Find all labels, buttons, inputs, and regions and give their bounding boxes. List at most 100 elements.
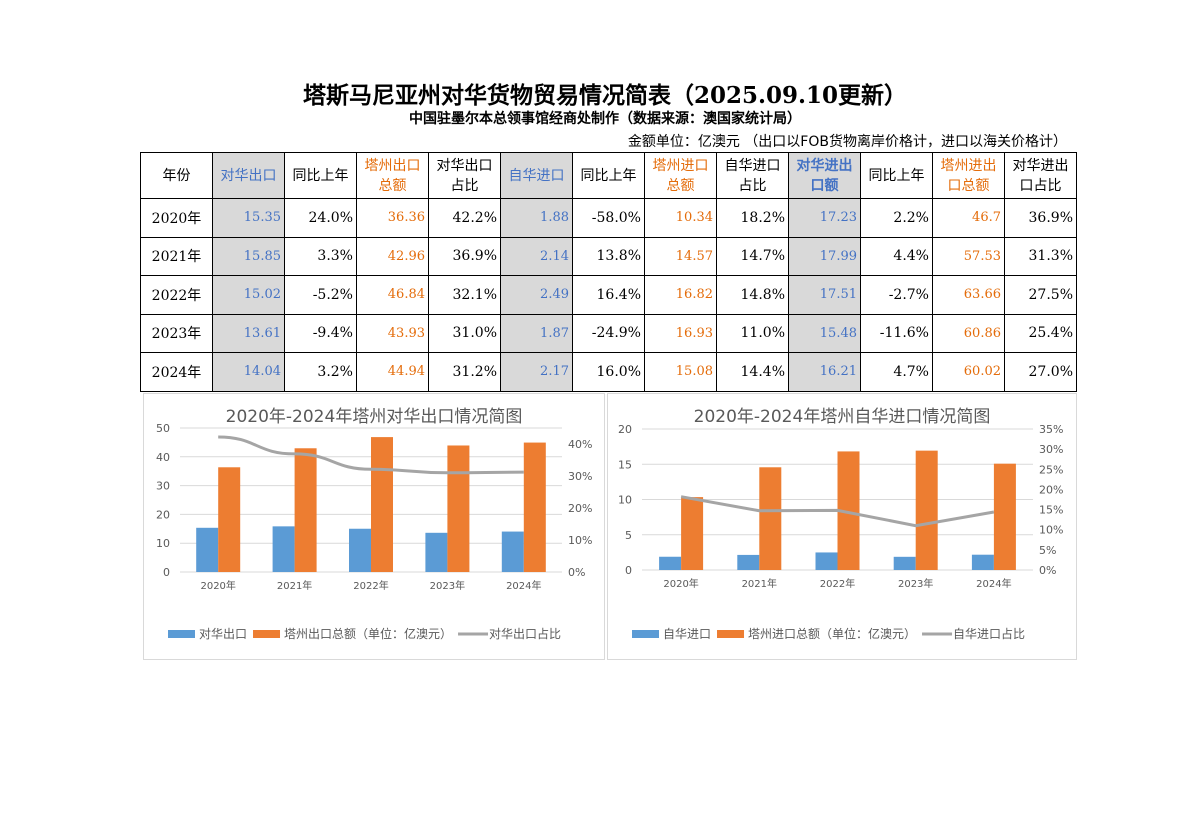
chart-title: 2020年-2024年塔州自华进口情况简图	[694, 407, 991, 427]
x-tick-label: 2024年	[976, 577, 1011, 590]
table-cell: 32.1%	[428, 275, 501, 315]
page-subtitle: 中国驻墨尔本总领事馆经商处制作（数据来源：澳国家统计局）	[409, 111, 801, 127]
total-bar	[294, 448, 317, 572]
table-cell: 3.2%	[284, 352, 357, 392]
y-tick-label: 40	[156, 451, 170, 464]
chart-title: 2020年-2024年塔州对华出口情况简图	[226, 407, 523, 427]
year-cell: 2021年	[140, 236, 213, 276]
table-cell: 46.84	[356, 275, 429, 315]
table-cell: -2.7%	[860, 275, 933, 315]
chart-svg: 2020年-2024年塔州对华出口情况简图 0 10 20 30 40 50 0% 10% 20%…	[156, 407, 592, 641]
table-cell: 42.2%	[428, 198, 501, 238]
table-cell: 44.94	[356, 352, 429, 392]
column-header: 自华进口占比	[716, 152, 789, 199]
year-cell: 2024年	[140, 352, 213, 392]
chart-svg: 2020年-2024年塔州自华进口情况简图 0 5 10 15 20 0% 5% 10% 15% 2…	[618, 407, 1063, 641]
table-cell: 15.35	[212, 198, 285, 238]
table-cell: 27.0%	[1004, 352, 1077, 392]
legend-swatch	[717, 630, 745, 638]
column-header: 自华进口	[500, 152, 573, 199]
table-row: 2021年 15.85 3.3% 42.96 36.9% 2.14 13.8% 14.57 14…	[140, 236, 1077, 276]
year-cell: 2020年	[140, 198, 213, 238]
china-bar	[425, 532, 448, 572]
table-cell: 13.8%	[572, 236, 645, 276]
y2-tick-label: 10%	[568, 534, 592, 547]
table-cell: 17.99	[788, 236, 861, 276]
x-tick-label: 2023年	[430, 579, 465, 592]
table-cell: 36.9%	[1004, 198, 1077, 238]
table-cell: 3.3%	[284, 236, 357, 276]
table-cell: 14.57	[644, 236, 717, 276]
table-cell: 36.36	[356, 198, 429, 238]
table-cell: 14.7%	[716, 236, 789, 276]
year-cell: 2022年	[140, 275, 213, 315]
legend-label: 塔州出口总额（单位：亿澳元）	[284, 626, 452, 641]
table-cell: 4.4%	[860, 236, 933, 276]
legend-label: 自华进口	[663, 627, 711, 641]
legend-swatch	[253, 630, 281, 638]
y-tick-label: 20	[156, 508, 170, 521]
legend-label: 塔州进口总额（单位：亿澳元）	[748, 626, 916, 641]
table-cell: 63.66	[932, 275, 1005, 315]
y-tick-label: 5	[625, 529, 632, 542]
column-header: 同比上年	[284, 152, 357, 199]
y-tick-label: 10	[618, 494, 632, 507]
table-cell: -11.6%	[860, 313, 933, 353]
table-cell: 17.23	[788, 198, 861, 238]
column-header: 对华出口占比	[428, 152, 501, 199]
table-cell: 2.2%	[860, 198, 933, 238]
total-bar	[218, 467, 241, 572]
table-row: 2023年 13.61 -9.4% 43.93 31.0% 1.87 -24.9% 16.93…	[140, 313, 1077, 353]
y2-tick-label: 0%	[1039, 564, 1056, 577]
table-cell: 15.48	[788, 313, 861, 353]
page-title: 塔斯马尼亚州对华货物贸易情况简表（2025.09.10更新）	[302, 82, 908, 109]
y2-tick-label: 10%	[1039, 524, 1063, 537]
y2-tick-label: 5%	[1039, 544, 1056, 557]
x-tick-label: 2023年	[898, 577, 933, 590]
table-cell: 4.7%	[860, 352, 933, 392]
table-cell: 16.82	[644, 275, 717, 315]
column-header: 对华进出口占比	[1004, 152, 1077, 199]
y2-tick-label: 30%	[1039, 443, 1063, 456]
share-line	[218, 435, 524, 475]
table-cell: -24.9%	[572, 313, 645, 353]
table-row: 2024年 14.04 3.2% 44.94 31.2% 2.17 16.0% 15.08 14…	[140, 352, 1077, 392]
china-bar	[893, 556, 916, 570]
column-header: 同比上年	[860, 152, 933, 199]
column-header: 塔州进口总额	[644, 152, 717, 199]
table-cell: -9.4%	[284, 313, 357, 353]
legend-swatch	[168, 630, 195, 638]
y2-tick-label: 35%	[1039, 423, 1063, 436]
table-header-row: 年份 对华出口 同比上年 塔州出口总额 对华出口占比 自华进口 同比上年 塔州进口总额 自华进口…	[140, 152, 1077, 199]
table-cell: -58.0%	[572, 198, 645, 238]
y-tick-label: 0	[625, 564, 632, 577]
y-tick-label: 30	[156, 480, 170, 493]
table-cell: 43.93	[356, 313, 429, 353]
total-bar	[447, 445, 470, 572]
table-cell: 16.0%	[572, 352, 645, 392]
table-cell: 60.86	[932, 313, 1005, 353]
y-tick-label: 20	[618, 423, 632, 436]
total-bar	[759, 467, 782, 570]
x-tick-label: 2022年	[820, 577, 855, 590]
y-tick-label: 50	[156, 422, 170, 435]
y-tick-label: 0	[163, 566, 170, 579]
y2-tick-label: 20%	[1039, 483, 1063, 496]
table-cell: 31.2%	[428, 352, 501, 392]
table-cell: 16.93	[644, 313, 717, 353]
table-row: 2020年 15.35 24.0% 36.36 42.2% 1.88 -58.0% 10.34…	[140, 198, 1077, 238]
share-line	[680, 495, 995, 528]
china-bar	[349, 528, 371, 572]
table-cell: 16.21	[788, 352, 861, 392]
total-bar	[523, 442, 546, 572]
table-cell: 46.7	[932, 198, 1005, 238]
table-cell: 15.02	[212, 275, 285, 315]
table-cell: 18.2%	[716, 198, 789, 238]
column-header: 年份	[140, 152, 213, 199]
table-cell: 24.0%	[284, 198, 357, 238]
y2-tick-label: 15%	[1039, 504, 1063, 517]
table-cell: 2.17	[500, 352, 573, 392]
table-cell: 14.04	[212, 352, 285, 392]
table-cell: 31.0%	[428, 313, 501, 353]
